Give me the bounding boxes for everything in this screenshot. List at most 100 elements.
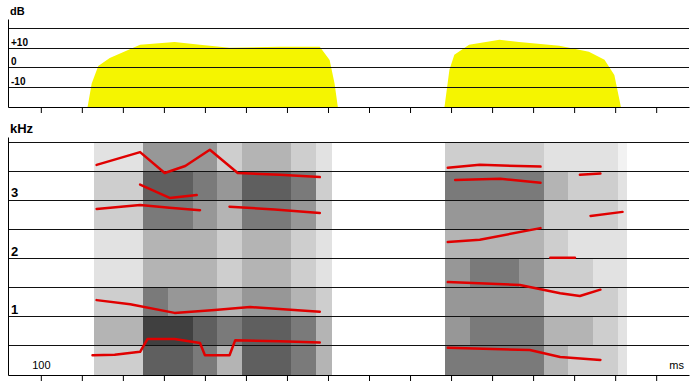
spectrogram-cell bbox=[94, 230, 119, 259]
x-minor-tick bbox=[533, 375, 534, 381]
spectrogram-cell bbox=[495, 317, 520, 346]
spectrogram-cell bbox=[94, 346, 119, 375]
x-tick bbox=[492, 107, 493, 113]
spectrogram-cell bbox=[168, 230, 193, 259]
tick-mark bbox=[123, 375, 124, 381]
tick-mark bbox=[82, 107, 83, 113]
chart-canvas: +100-10dB123100kHzms bbox=[0, 0, 690, 390]
spectrogram-cell bbox=[217, 288, 242, 317]
spectrogram-cell bbox=[593, 259, 618, 288]
spectrogram-cell bbox=[618, 317, 628, 346]
spectrogram-cell bbox=[291, 346, 316, 375]
spectrogram-cell bbox=[193, 230, 218, 259]
spectrogram-cell bbox=[618, 201, 628, 230]
x-axis bbox=[9, 107, 690, 113]
grid-line bbox=[8, 229, 689, 230]
spectrogram-cell bbox=[519, 317, 544, 346]
spectrogram-cell bbox=[544, 172, 569, 201]
spectrogram-cell bbox=[544, 317, 569, 346]
spectrogram-cell bbox=[445, 230, 470, 259]
formant-track bbox=[97, 282, 601, 313]
x-tick bbox=[82, 107, 83, 113]
panel-1: 123100kHzms bbox=[8, 121, 690, 381]
x-minor-tick bbox=[205, 375, 206, 381]
spectrogram-cell bbox=[618, 288, 628, 317]
tick-mark bbox=[82, 375, 83, 381]
tick-mark bbox=[287, 107, 288, 113]
spectrogram-cell bbox=[168, 259, 193, 288]
y-tick: -10 bbox=[8, 76, 26, 88]
axis-line bbox=[8, 138, 9, 376]
spectrogram-cell bbox=[470, 230, 495, 259]
spectrogram-cell bbox=[470, 143, 495, 172]
x-tick bbox=[328, 107, 329, 113]
spectrogram-cell bbox=[193, 201, 218, 230]
tick-mark bbox=[492, 107, 493, 113]
spectrogram-cell bbox=[618, 230, 628, 259]
tick-mark bbox=[533, 107, 534, 113]
spectrogram-cell bbox=[291, 143, 316, 172]
spectrogram-cell bbox=[291, 230, 316, 259]
spectrogram-cell bbox=[568, 172, 593, 201]
tick-mark bbox=[574, 375, 575, 381]
spectrogram-cell bbox=[242, 230, 267, 259]
x-tick bbox=[41, 107, 42, 113]
spectrogram-cell bbox=[94, 317, 119, 346]
x-minor-tick bbox=[246, 375, 247, 381]
spectrogram-cell bbox=[119, 230, 144, 259]
tick-label: 2 bbox=[11, 244, 18, 259]
grid-line bbox=[8, 316, 689, 317]
tick-mark bbox=[41, 375, 42, 381]
spectrogram-cell bbox=[593, 172, 618, 201]
spectrogram-cell bbox=[266, 201, 291, 230]
spectrogram-cell bbox=[217, 230, 242, 259]
grid-line bbox=[8, 171, 689, 172]
x-tick bbox=[410, 107, 411, 113]
spectrogram-cell bbox=[568, 143, 593, 172]
spectrogram-cell bbox=[242, 346, 267, 375]
tick-label: 1 bbox=[11, 302, 18, 317]
x-tick bbox=[574, 107, 575, 113]
spectrogram-cell bbox=[119, 259, 144, 288]
spectrogram-cell bbox=[217, 346, 242, 375]
x-tick bbox=[246, 107, 247, 113]
spectrogram-cell bbox=[544, 346, 569, 375]
spectrogram-cell bbox=[266, 259, 291, 288]
spectrogram-cell bbox=[618, 143, 628, 172]
x-tick bbox=[369, 107, 370, 113]
x-minor-tick bbox=[615, 375, 616, 381]
spectrogram-cell bbox=[618, 172, 628, 201]
spectrogram-cell bbox=[495, 172, 520, 201]
x-tick bbox=[533, 107, 534, 113]
spectrogram-cell bbox=[495, 143, 520, 172]
spectrogram-cell bbox=[593, 143, 618, 172]
spectrogram-cell bbox=[519, 288, 544, 317]
spectrogram-cell bbox=[470, 172, 495, 201]
spectrogram-cell bbox=[94, 259, 119, 288]
spectrogram-cell bbox=[445, 288, 470, 317]
y-axis: +100-10 bbox=[8, 20, 28, 108]
x-tick bbox=[615, 107, 616, 113]
spectrogram-cell bbox=[618, 346, 628, 375]
x-minor-tick bbox=[656, 375, 657, 381]
spectrogram-cell bbox=[316, 259, 332, 288]
spectrogram-cell bbox=[193, 288, 218, 317]
spectrogram-cell bbox=[168, 201, 193, 230]
y-tick: 2 bbox=[8, 244, 18, 260]
axis-line bbox=[8, 20, 9, 108]
spectrogram-cell bbox=[316, 230, 332, 259]
y-axis: 123 bbox=[8, 138, 18, 376]
x-minor-tick bbox=[82, 375, 83, 381]
formant-track bbox=[97, 150, 601, 177]
spectrogram-cell bbox=[544, 201, 569, 230]
spectrogram-cell bbox=[242, 288, 267, 317]
x-tick bbox=[287, 107, 288, 113]
spectrogram-cell bbox=[593, 288, 618, 317]
spectrogram-cell bbox=[470, 288, 495, 317]
tick-mark bbox=[574, 107, 575, 113]
spectrogram-cell bbox=[242, 259, 267, 288]
formant-track bbox=[97, 205, 623, 258]
tick-mark bbox=[615, 107, 616, 113]
x-axis: 100 bbox=[9, 359, 690, 381]
grid bbox=[8, 143, 689, 346]
